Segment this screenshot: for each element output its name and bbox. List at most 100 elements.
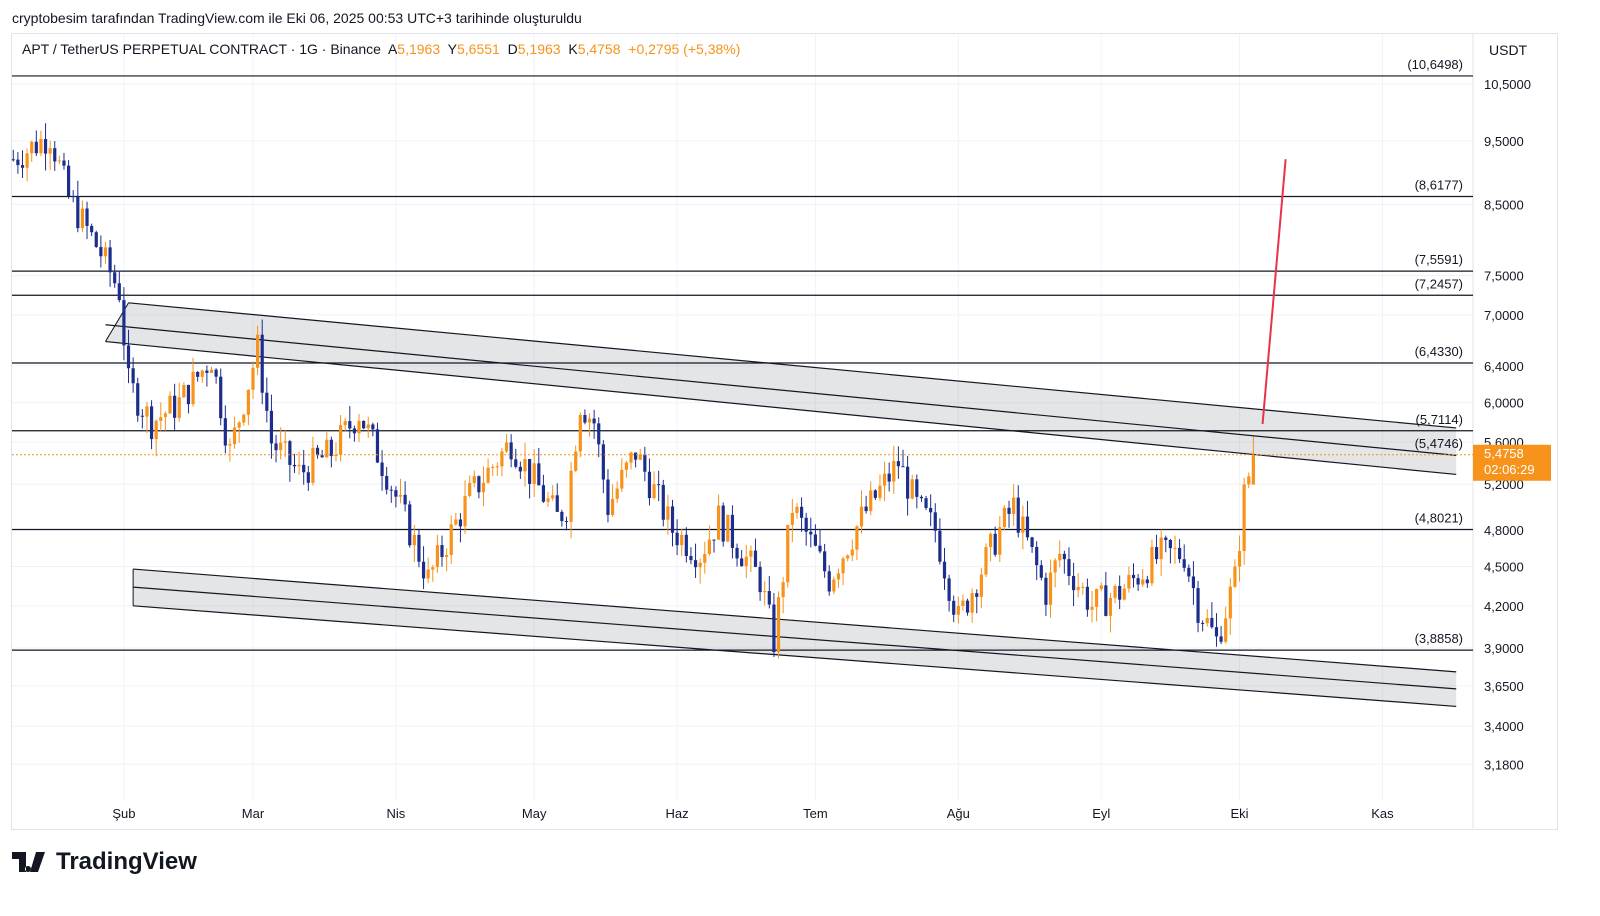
candle-body — [463, 495, 467, 527]
candle-body — [352, 428, 357, 434]
candle-body — [753, 550, 758, 567]
candle-body — [740, 558, 744, 567]
candle-body — [984, 547, 988, 575]
candle-body — [375, 429, 380, 463]
candle-body — [173, 395, 177, 418]
candle-body — [684, 534, 688, 557]
candle-body — [1067, 559, 1071, 576]
open-value: 5,1963 — [397, 41, 441, 57]
candle-body — [39, 139, 43, 154]
currency-label[interactable]: USDT — [1489, 42, 1528, 58]
candle-body — [103, 247, 108, 257]
candle-body — [99, 247, 103, 257]
symbol-title[interactable]: APT / TetherUS PERPETUAL CONTRACT · 1G ·… — [22, 41, 381, 57]
candle-body — [620, 469, 624, 489]
candle-body — [283, 441, 287, 443]
candle-body — [154, 420, 158, 440]
candle-body — [334, 454, 338, 457]
candle-body — [1076, 586, 1080, 591]
candle-body — [34, 141, 38, 154]
candle-body — [1136, 578, 1140, 585]
candle-body — [1233, 566, 1237, 587]
candle-body — [841, 558, 845, 574]
candle-body — [1127, 574, 1131, 589]
candle-body — [48, 148, 52, 154]
candle-body — [1205, 617, 1209, 624]
candle-body — [735, 547, 739, 559]
candle-body — [1104, 585, 1108, 616]
candle-body — [721, 505, 725, 542]
candle-body — [698, 562, 702, 568]
candle-body — [1251, 454, 1255, 485]
candle-body — [1035, 546, 1039, 566]
candle-body — [315, 447, 320, 456]
candle-body — [71, 196, 75, 198]
candle-body — [366, 424, 370, 429]
level-label: (7,2457) — [1415, 276, 1463, 291]
candle-body — [320, 455, 324, 458]
candle-body — [532, 463, 536, 484]
level-label: (4,8021) — [1415, 511, 1463, 526]
upper-channel-line — [105, 324, 1457, 456]
candle-body — [541, 485, 546, 502]
candle-body — [163, 413, 167, 418]
candle-body — [186, 385, 191, 405]
candle-body — [933, 512, 937, 531]
candle-body — [288, 441, 292, 465]
level-label: (6,4330) — [1415, 344, 1463, 359]
candle-body — [712, 539, 716, 541]
close-value: 5,4758 — [577, 41, 621, 57]
candle-body — [555, 495, 559, 512]
candle-body — [1025, 516, 1030, 538]
candle-body — [1007, 507, 1011, 514]
candle-body — [767, 591, 771, 605]
candle-body — [975, 593, 979, 597]
candle-body — [1159, 537, 1163, 560]
candle-body — [232, 427, 237, 445]
candle-body — [458, 519, 463, 527]
candle-body — [200, 370, 204, 377]
y-tick-label: 8,5000 — [1484, 197, 1524, 212]
candle-body — [1016, 497, 1020, 533]
chart-caption: cryptobesim tarafından TradingView.com i… — [12, 10, 582, 26]
candle-body — [1044, 577, 1048, 605]
y-tick-label: 7,5000 — [1484, 269, 1524, 284]
candle-body — [343, 421, 347, 426]
candle-body — [666, 506, 670, 520]
candle-body — [140, 415, 144, 417]
candle-body — [1196, 588, 1200, 623]
candle-body — [850, 549, 854, 556]
candle-body — [813, 534, 818, 546]
candle-body — [763, 591, 767, 593]
candle-body — [1178, 547, 1182, 560]
candle-body — [1071, 575, 1076, 591]
open-label: A — [387, 41, 398, 57]
candle-body — [965, 600, 970, 613]
level-label: (3,8858) — [1415, 631, 1463, 646]
candle-body — [1219, 636, 1223, 642]
candle-body — [394, 490, 398, 497]
candle-body — [942, 561, 947, 579]
y-tick-label: 10,5000 — [1484, 77, 1531, 92]
change-value: +0,2795 (+5,38%) — [628, 41, 741, 57]
candle-body — [1182, 559, 1186, 568]
candle-body — [228, 444, 232, 446]
candle-body — [569, 470, 573, 522]
candle-body — [629, 452, 633, 463]
candle-body — [578, 415, 582, 452]
candle-body — [514, 459, 518, 467]
candle-body — [168, 395, 172, 414]
high-label: Y — [447, 41, 457, 57]
candle-body — [1145, 579, 1149, 584]
candle-body — [929, 508, 933, 513]
candle-body — [214, 369, 218, 377]
candle-body — [1058, 553, 1062, 561]
candle-body — [246, 389, 250, 415]
candle-body — [389, 489, 393, 491]
candle-body — [292, 464, 297, 467]
candle-body — [477, 476, 481, 493]
candle-body — [66, 165, 71, 197]
candle-body — [177, 397, 181, 418]
candle-body — [126, 345, 131, 369]
